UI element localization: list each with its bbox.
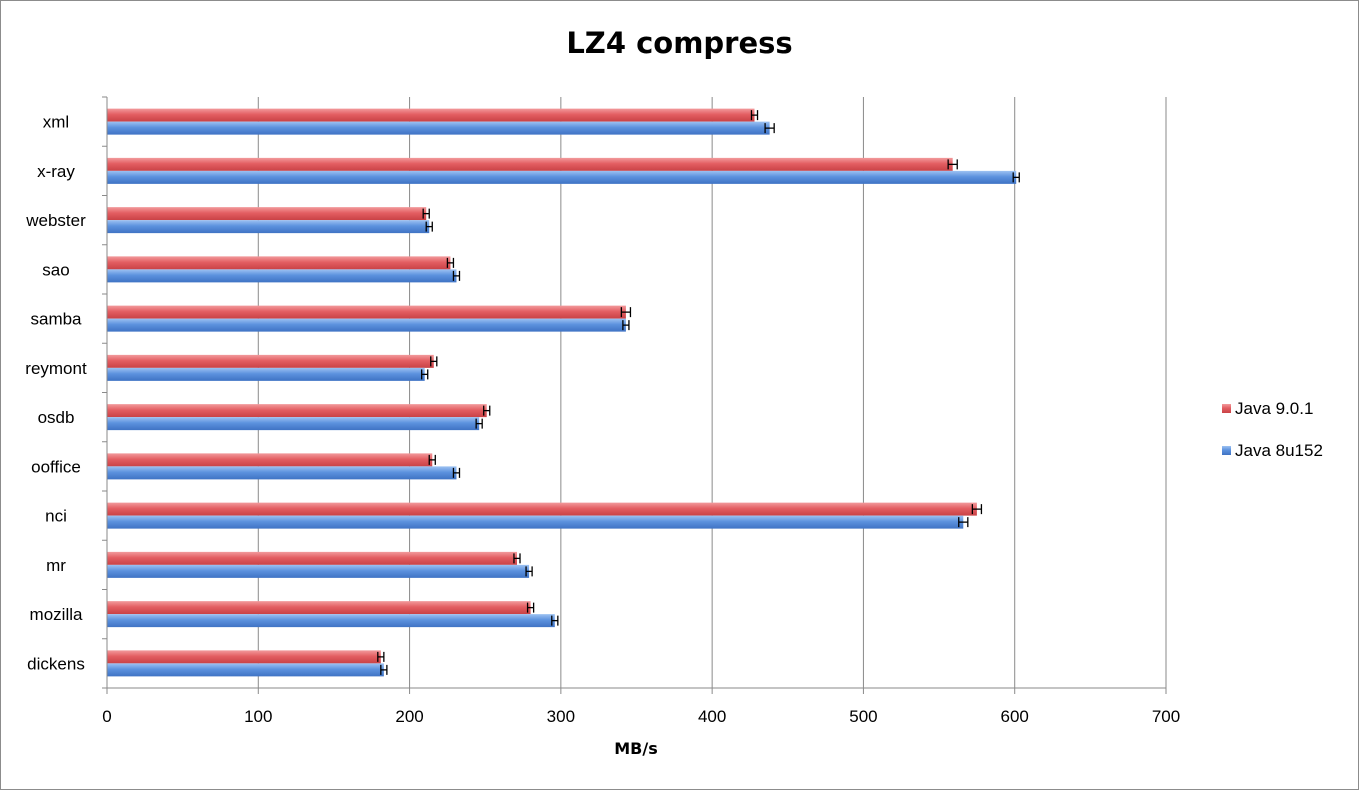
bar-x-ray-series-1	[107, 170, 1017, 184]
y-tick-label-dickens: dickens	[27, 654, 85, 673]
error-bar-dickens-series-1	[380, 664, 388, 675]
bar-xml-series-1	[107, 121, 770, 135]
y-tick-label-osdb: osdb	[38, 408, 75, 427]
bar-xml-series-0	[107, 108, 755, 122]
bar-reymont-series-1	[107, 367, 425, 381]
bar-sao-series-0	[107, 256, 451, 270]
error-bar-mr-series-1	[525, 566, 533, 577]
y-tick-label-ooffice: ooffice	[31, 457, 81, 476]
error-bar-mozilla-series-0	[526, 602, 535, 613]
bar-mr-series-1	[107, 564, 530, 578]
x-tick-label-700: 700	[1152, 707, 1180, 726]
error-bar-osdb-series-1	[475, 418, 483, 429]
bar-x-ray-series-0	[107, 157, 953, 171]
error-bar-ooffice-series-1	[452, 467, 461, 478]
legend-label-1: Java 8u152	[1235, 441, 1323, 460]
y-tick-label-mozilla: mozilla	[30, 605, 83, 624]
error-bar-sao-series-1	[452, 270, 461, 281]
error-bar-reymont-series-1	[421, 369, 429, 380]
legend-swatch-1	[1222, 446, 1231, 455]
bar-nci-series-1	[107, 515, 964, 529]
y-tick-label-xml: xml	[43, 113, 69, 132]
bar-dickens-series-1	[107, 663, 384, 677]
bar-ooffice-series-1	[107, 466, 457, 480]
error-bar-webster-series-1	[425, 221, 433, 232]
bar-mozilla-series-0	[107, 601, 531, 615]
error-bar-reymont-series-0	[430, 356, 438, 367]
gridlines	[257, 97, 1167, 688]
bar-dickens-series-0	[107, 650, 381, 664]
bar-osdb-series-0	[107, 404, 487, 418]
x-tick-label-500: 500	[849, 707, 877, 726]
error-bar-samba-series-0	[620, 307, 632, 318]
bar-nci-series-0	[107, 502, 977, 516]
x-tick-label-600: 600	[1001, 707, 1029, 726]
y-tick-label-sao: sao	[42, 260, 69, 279]
x-tick-label-200: 200	[395, 707, 423, 726]
bar-reymont-series-0	[107, 354, 434, 368]
x-axis-title: MB/s	[614, 739, 657, 758]
bar-webster-series-1	[107, 220, 430, 234]
error-bar-osdb-series-0	[483, 405, 491, 416]
error-bar-webster-series-0	[422, 208, 430, 219]
error-bar-nci-series-0	[971, 504, 983, 515]
x-tick-label-400: 400	[698, 707, 726, 726]
bar-osdb-series-1	[107, 417, 480, 431]
bar-samba-series-0	[107, 305, 626, 319]
bar-ooffice-series-0	[107, 453, 433, 467]
bar-sao-series-1	[107, 269, 457, 283]
legend: Java 9.0.1 Java 8u152	[1222, 399, 1323, 460]
y-tick-label-mr: mr	[46, 556, 66, 575]
legend-item-1: Java 8u152	[1222, 441, 1323, 460]
y-tick-label-webster: webster	[25, 211, 86, 230]
axes: MB/s 0 100 200 300 400 500 600 700 xml x-ray webst…	[25, 96, 1180, 758]
y-tick-label-nci: nci	[45, 507, 67, 526]
bar-samba-series-1	[107, 318, 626, 332]
x-tick-label-300: 300	[547, 707, 575, 726]
error-bar-dickens-series-0	[377, 651, 385, 662]
error-bar-samba-series-1	[622, 320, 630, 331]
error-bar-sao-series-0	[446, 257, 455, 268]
bar-mozilla-series-1	[107, 614, 555, 628]
legend-item-0: Java 9.0.1	[1222, 399, 1313, 418]
error-bar-xml-series-0	[750, 110, 759, 121]
error-bar-mr-series-0	[513, 553, 521, 564]
x-tick-label-100: 100	[244, 707, 272, 726]
error-bar-mozilla-series-1	[551, 615, 559, 626]
error-bar-nci-series-1	[958, 517, 969, 528]
bar-mr-series-0	[107, 551, 517, 565]
y-tick-label-reymont: reymont	[25, 359, 87, 378]
legend-swatch-0	[1222, 404, 1231, 413]
error-bar-x-ray-series-0	[947, 159, 958, 170]
legend-label-0: Java 9.0.1	[1235, 399, 1313, 418]
error-bar-x-ray-series-1	[1012, 172, 1020, 183]
error-bar-xml-series-1	[764, 123, 775, 134]
x-tick-label-0: 0	[102, 707, 111, 726]
chart-title: LZ4 compress	[566, 26, 793, 60]
y-tick-label-samba: samba	[30, 310, 82, 329]
y-tick-label-x-ray: x-ray	[37, 162, 75, 181]
error-bar-ooffice-series-0	[428, 454, 436, 465]
bars	[107, 108, 1020, 677]
bar-webster-series-0	[107, 207, 427, 221]
